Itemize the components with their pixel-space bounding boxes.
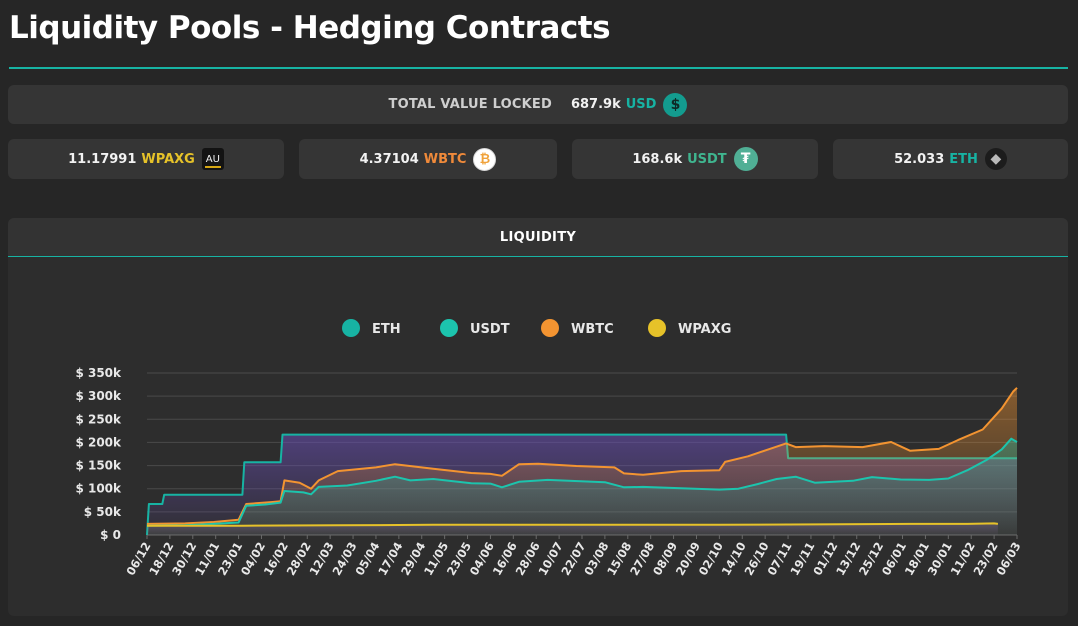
- y-tick-label: $ 200k: [75, 435, 122, 449]
- ethereum-icon: ◆: [984, 148, 1007, 170]
- usdt-amount: 168.6k: [632, 151, 683, 167]
- usdt-area: [147, 438, 1017, 535]
- wbtc-amount: 4.37104: [359, 151, 419, 167]
- title-divider: [9, 67, 1068, 69]
- tvl-unit: USD: [625, 97, 657, 112]
- y-tick-label: $ 50k: [84, 505, 122, 519]
- wpaxg-area: [147, 523, 998, 535]
- tvl-label: TOTAL VALUE LOCKED: [388, 97, 552, 112]
- wbtc-legend-label: WBTC: [571, 322, 614, 337]
- y-tick-label: $ 300k: [75, 389, 122, 403]
- wpaxg-amount: 11.17991: [68, 151, 137, 167]
- wbtc-legend-marker: [541, 319, 559, 337]
- page-title: Liquidity Pools - Hedging Contracts: [9, 10, 611, 46]
- dollar-icon: $: [663, 92, 688, 117]
- wpaxg-series-line: [147, 522, 999, 527]
- usdt-legend-label: USDT: [470, 322, 510, 337]
- wpaxg-unit: WPAXG: [141, 151, 195, 167]
- tvl-amount: 687.9k: [570, 97, 621, 112]
- liquidity-chart: $ 0 $ 50k $ 100k $ 150k $ 200k $ 250k $ 300k $ …: [75, 319, 1024, 578]
- usdt-unit: USDT: [687, 151, 727, 167]
- wbtc-series-line: [146, 387, 1018, 525]
- y-tick-label: $ 100k: [75, 482, 122, 496]
- y-tick-label: $ 150k: [75, 459, 122, 473]
- wpaxg-balance-card: 11.17991 WPAXG AU: [8, 139, 284, 179]
- chart-title: LIQUIDITY: [8, 218, 1068, 257]
- eth-balance-card: 52.033 ETH ◆: [833, 139, 1068, 179]
- eth-legend-label: ETH: [372, 322, 401, 337]
- wpaxg-legend-marker: [648, 319, 666, 337]
- y-tick-label: $ 250k: [75, 412, 122, 426]
- y-tick-label: $ 350k: [75, 366, 122, 380]
- usdt-series-line: [146, 437, 1018, 527]
- wpaxg-legend-label: WPAXG: [678, 322, 731, 337]
- eth-series-line: [146, 433, 1017, 536]
- usdt-balance-card: 168.6k USDT ₮: [572, 139, 818, 179]
- wbtc-unit: WBTC: [423, 151, 467, 167]
- eth-unit: ETH: [949, 151, 978, 167]
- total-value-locked-card: TOTAL VALUE LOCKED 687.9k USD $: [8, 85, 1068, 124]
- wpaxg-token-icon: AU: [201, 148, 224, 170]
- y-tick-label: $ 0: [100, 528, 121, 542]
- usdt-legend-marker: [440, 319, 458, 337]
- liquidity-chart-panel: LIQUIDITY $ 0 $ 50k $ 100k $ 150k $ 200k $ 25…: [8, 218, 1068, 616]
- eth-legend-marker: [342, 319, 360, 337]
- tether-icon: ₮: [733, 147, 758, 171]
- eth-amount: 52.033: [894, 151, 945, 167]
- wbtc-balance-card: 4.37104 WBTC ₿: [299, 139, 557, 179]
- bitcoin-icon: ₿: [473, 147, 497, 171]
